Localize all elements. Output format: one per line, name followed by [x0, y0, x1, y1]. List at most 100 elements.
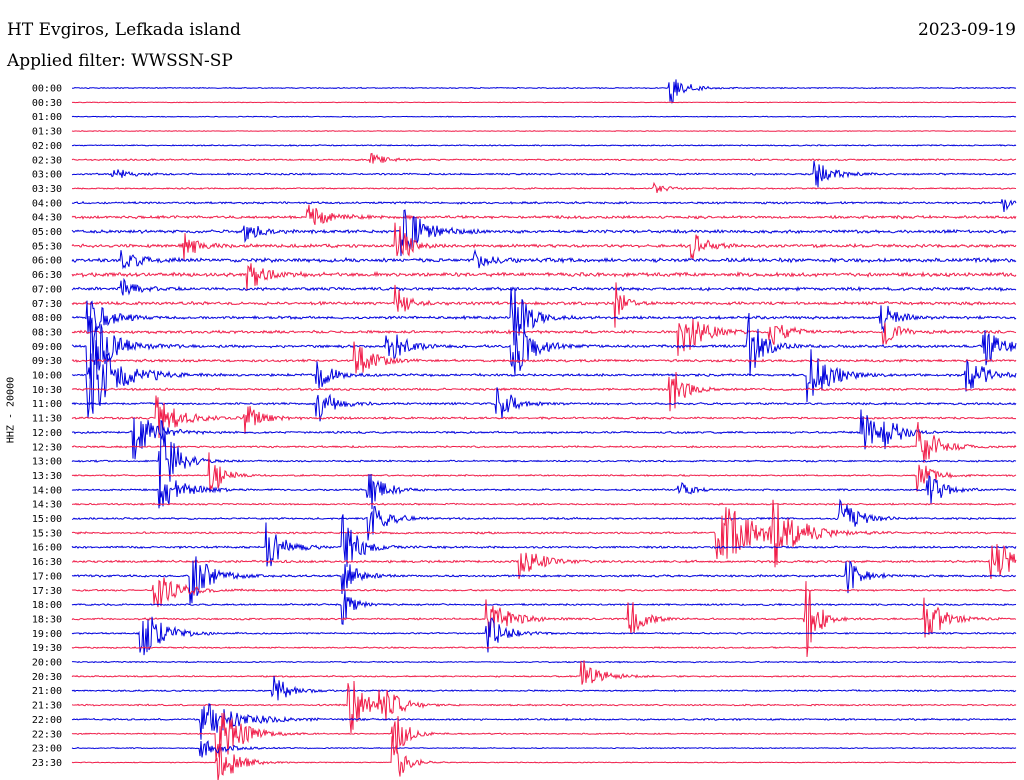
trace-row	[71, 371, 1017, 412]
row-time-label: 13:30	[32, 471, 62, 482]
row-time-label: 12:00	[32, 428, 62, 439]
trace-row	[71, 248, 1017, 270]
trace-row	[71, 498, 1017, 541]
row-time-label: 10:30	[32, 385, 62, 396]
row-time-label: 05:30	[32, 241, 62, 252]
row-time-label: 01:00	[32, 112, 62, 123]
row-time-label: 17:00	[32, 571, 62, 582]
row-time-label: 21:00	[32, 686, 62, 697]
applied-filter-label: Applied filter: WWSSN-SP	[7, 51, 233, 71]
trace-row	[71, 736, 1017, 780]
row-time-label: 16:00	[32, 543, 62, 554]
trace-row	[71, 419, 1017, 506]
row-time-label: 09:30	[32, 356, 62, 367]
row-time-label: 23:30	[32, 758, 62, 769]
row-time-label: 09:00	[32, 342, 62, 353]
row-time-label: 05:00	[32, 227, 62, 238]
row-time-label: 01:30	[32, 127, 62, 138]
row-time-label: 15:00	[32, 514, 62, 525]
row-time-label: 00:00	[32, 84, 62, 95]
trace-row	[71, 340, 1017, 418]
trace-row	[71, 421, 1017, 463]
trace-row	[71, 556, 1016, 605]
row-time-label: 00:30	[32, 98, 62, 109]
trace-row	[71, 318, 1017, 356]
row-time-label: 19:00	[32, 629, 62, 640]
row-time-label: 16:30	[32, 557, 62, 568]
trace-row	[71, 590, 1017, 625]
trace-row	[71, 101, 1017, 104]
trace-row	[71, 209, 1017, 257]
trace-row	[71, 740, 1017, 758]
row-time-label: 04:00	[32, 198, 62, 209]
row-time-label: 18:30	[32, 614, 62, 625]
row-time-label: 06:30	[32, 270, 62, 281]
trace-row	[71, 395, 1017, 439]
trace-row	[71, 222, 1017, 261]
row-time-label: 23:00	[32, 744, 62, 755]
row-time-label: 17:30	[32, 586, 62, 597]
trace-row	[71, 676, 1017, 701]
trace-row	[71, 263, 1017, 291]
station-title: HT Evgiros, Lefkada island	[7, 20, 241, 40]
row-time-label: 14:00	[32, 485, 62, 496]
trace-row	[71, 703, 1017, 740]
trace-row	[71, 577, 1017, 608]
row-time-label: 20:00	[32, 658, 62, 669]
row-time-label: 02:00	[32, 141, 62, 152]
row-time-label: 20:30	[32, 672, 62, 683]
seismogram-traces	[71, 79, 1017, 780]
trace-row	[71, 204, 1017, 225]
trace-row	[71, 143, 1017, 147]
row-time-label: 03:00	[32, 170, 62, 181]
row-time-label: 11:30	[32, 414, 62, 425]
trace-row	[71, 282, 1017, 328]
row-time-label: 14:30	[32, 500, 62, 511]
trace-row	[71, 514, 1017, 567]
trace-row	[71, 199, 1017, 213]
trace-row	[71, 680, 1017, 734]
row-time-label: 13:00	[32, 457, 62, 468]
trace-row	[71, 152, 1017, 164]
trace-row	[71, 287, 1017, 346]
trace-row	[71, 646, 1017, 650]
trace-row	[71, 660, 1017, 685]
record-date: 2023-09-19	[917, 20, 1016, 40]
row-time-label: 03:30	[32, 184, 62, 195]
trace-row	[71, 130, 1016, 132]
trace-row	[71, 543, 1017, 580]
trace-row	[71, 712, 1017, 762]
row-time-label: 12:30	[32, 442, 62, 453]
row-time-label: 18:00	[32, 600, 62, 611]
row-time-label: 08:30	[32, 327, 62, 338]
trace-row	[71, 502, 1017, 506]
row-time-label: 21:30	[32, 701, 62, 712]
trace-row	[71, 387, 1017, 422]
row-time-label: 02:30	[32, 155, 62, 166]
trace-row	[71, 452, 1017, 493]
row-time-label: 08:00	[32, 313, 62, 324]
trace-row	[71, 581, 1017, 657]
trace-row	[71, 277, 1017, 296]
row-time-label: 07:00	[32, 284, 62, 295]
trace-row	[71, 660, 1017, 664]
row-time-label: 22:00	[32, 715, 62, 726]
row-time-label: 06:00	[32, 256, 62, 267]
row-time-label: 11:00	[32, 399, 62, 410]
trace-row	[71, 160, 1017, 188]
trace-row	[72, 181, 1017, 194]
row-time-label: 15:30	[32, 528, 62, 539]
row-time-labels: 00:00 00:30 01:00 01:30 02:00 02:30 03:00 03:30…	[32, 84, 62, 769]
row-time-label: 04:30	[32, 213, 62, 224]
trace-row	[71, 79, 1017, 104]
row-time-label: 07:30	[32, 299, 62, 310]
trace-row	[71, 473, 1017, 510]
trace-row	[71, 616, 1017, 656]
row-time-label: 19:30	[32, 643, 62, 654]
trace-row	[71, 499, 1017, 568]
row-time-label: 22:30	[32, 729, 62, 740]
trace-row	[71, 409, 1017, 460]
trace-row	[71, 312, 1017, 380]
trace-row	[71, 115, 1017, 118]
